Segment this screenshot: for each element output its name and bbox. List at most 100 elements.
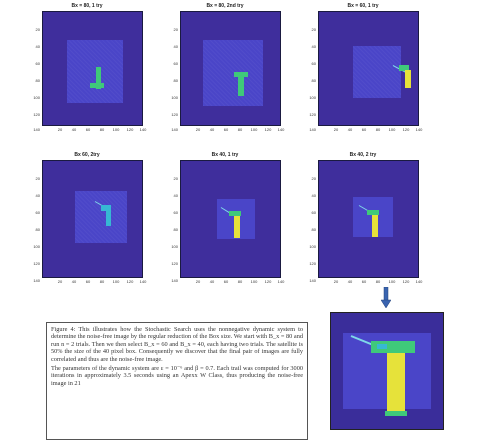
satellite-body [372, 215, 378, 237]
panel-bx60-try1: Bx = 60, 1 try 20 40 60 80 100 120 140 2… [306, 4, 422, 134]
heatmap-plot [42, 11, 143, 126]
satellite-head [367, 210, 379, 215]
panel-title: Bx = 80, 1 try [71, 3, 103, 9]
y-tick: 80 [173, 78, 178, 83]
y-tick: 100 [33, 95, 40, 100]
x-tick: 140 [139, 279, 147, 284]
y-tick: 40 [311, 44, 316, 49]
caption-paragraph-1: Figure 4: This illustrates how the Stoch… [51, 326, 303, 363]
y-tick: 120 [171, 112, 178, 117]
y-tick: 100 [309, 244, 316, 249]
x-tick: 80 [375, 127, 381, 132]
y-tick: 140 [33, 127, 40, 132]
y-tick: 100 [33, 244, 40, 249]
y-tick: 20 [173, 176, 178, 181]
y-tick: 120 [171, 261, 178, 266]
satellite-body [387, 353, 405, 413]
y-tick: 140 [33, 278, 40, 283]
y-tick: 100 [309, 95, 316, 100]
x-tick: 100 [112, 127, 120, 132]
y-tick: 80 [311, 78, 316, 83]
panel-title: Bx = 80, 2nd try [206, 3, 244, 9]
x-tick: 120 [126, 279, 134, 284]
x-tick: 100 [250, 279, 258, 284]
y-tick: 20 [173, 27, 178, 32]
x-tick: 120 [402, 127, 410, 132]
x-tick: 40 [71, 279, 77, 284]
figure-caption: Figure 4: This illustrates how the Stoch… [46, 322, 308, 440]
heatmap-plot [318, 11, 419, 126]
heatmap-plot [42, 160, 143, 278]
y-tick: 60 [311, 210, 316, 215]
y-tick: 40 [311, 193, 316, 198]
x-tick: 80 [375, 279, 381, 284]
x-tick: 140 [277, 127, 285, 132]
x-tick: 140 [415, 127, 423, 132]
x-tick: 80 [99, 279, 105, 284]
y-tick: 80 [173, 227, 178, 232]
search-box [203, 40, 263, 106]
y-tick: 20 [311, 176, 316, 181]
y-tick: 120 [33, 261, 40, 266]
x-tick: 100 [388, 279, 396, 284]
x-tick: 140 [415, 279, 423, 284]
panel-bx80-try1: Bx = 80, 1 try 20 40 60 80 100 120 140 2… [30, 3, 146, 134]
satellite-panel [90, 83, 104, 88]
x-tick: 120 [264, 279, 272, 284]
y-tick: 60 [35, 61, 40, 66]
x-tick: 40 [209, 127, 215, 132]
x-tick: 40 [347, 279, 353, 284]
x-tick: 40 [347, 127, 353, 132]
x-tick: 20 [57, 279, 63, 284]
y-tick: 140 [309, 278, 316, 283]
heatmap-plot [318, 160, 419, 278]
satellite-body [238, 72, 244, 96]
x-tick: 60 [223, 279, 229, 284]
x-tick: 80 [237, 279, 243, 284]
heatmap-plot [180, 160, 281, 278]
x-tick: 60 [223, 127, 229, 132]
x-tick: 40 [71, 127, 77, 132]
satellite-head [101, 205, 111, 211]
y-tick: 60 [173, 61, 178, 66]
y-tick: 40 [35, 193, 40, 198]
satellite-panel [234, 72, 248, 77]
y-tick: 40 [173, 44, 178, 49]
satellite-body [106, 210, 111, 226]
panel-title: Bx 40, 2 try [349, 152, 377, 158]
satellite-head-detail [377, 344, 387, 349]
y-tick: 100 [171, 95, 178, 100]
satellite-head [399, 65, 409, 71]
down-arrow-icon [381, 287, 391, 309]
caption-paragraph-2: The parameters of the dynamic system are… [51, 365, 303, 387]
panel-bx60-try2: Bx 60, 2try 20 40 60 80 100 120 140 20 4… [30, 152, 146, 286]
satellite-head [229, 211, 241, 216]
panel-bx40-try2: Bx 40, 2 try 20 40 60 80 100 120 140 20 … [306, 152, 422, 286]
y-tick: 140 [171, 278, 178, 283]
x-tick: 20 [57, 127, 63, 132]
panel-title: Bx 60, 2try [74, 152, 100, 158]
x-tick: 100 [388, 127, 396, 132]
x-tick: 60 [361, 127, 367, 132]
x-tick: 120 [402, 279, 410, 284]
y-tick: 60 [35, 210, 40, 215]
y-tick: 80 [311, 227, 316, 232]
satellite-body [234, 216, 240, 238]
y-tick: 20 [35, 27, 40, 32]
x-tick: 20 [195, 279, 201, 284]
y-tick: 140 [171, 127, 178, 132]
heatmap-plot [180, 11, 281, 126]
x-tick: 60 [361, 279, 367, 284]
y-tick: 120 [309, 261, 316, 266]
panel-bx80-try2: Bx = 80, 2nd try 20 40 60 80 100 120 140… [168, 3, 284, 134]
search-box [75, 191, 127, 243]
panel-bx40-try1: Bx 40, 1 try 20 40 60 80 100 120 140 20 … [168, 153, 284, 286]
x-tick: 20 [195, 127, 201, 132]
x-tick: 140 [139, 127, 147, 132]
y-tick: 120 [33, 112, 40, 117]
x-tick: 20 [333, 127, 339, 132]
x-tick: 80 [99, 127, 105, 132]
y-tick: 100 [171, 244, 178, 249]
satellite-body [96, 67, 101, 89]
y-tick: 120 [309, 112, 316, 117]
